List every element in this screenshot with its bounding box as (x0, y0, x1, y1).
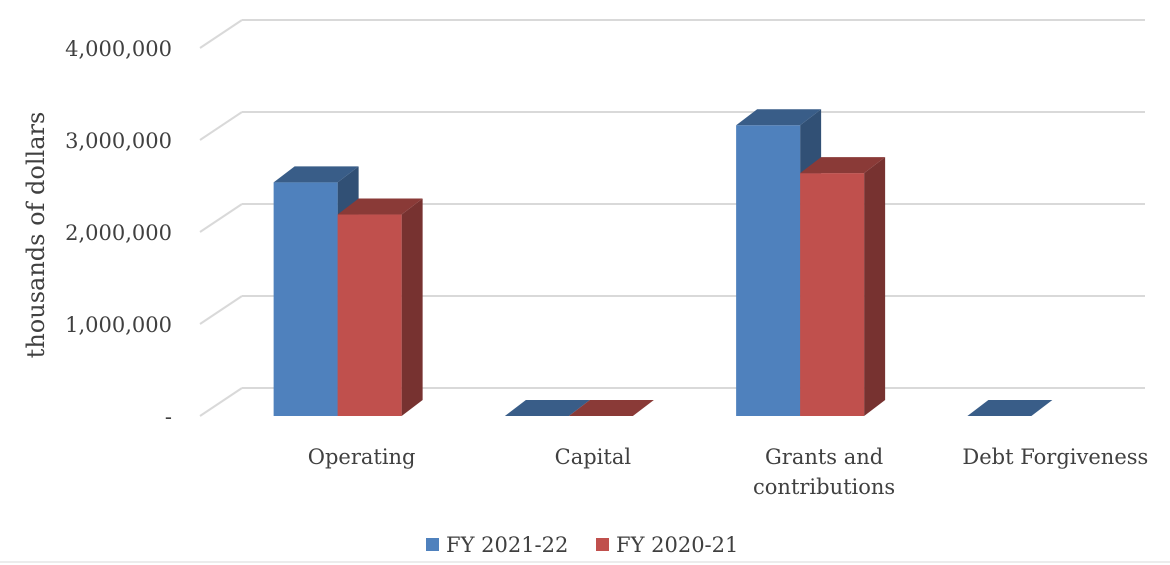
category-label: Capital (555, 445, 632, 469)
gridline-diagonal (199, 111, 243, 141)
bar-top (967, 400, 1053, 416)
bar-top (273, 166, 359, 183)
bar-front (337, 214, 402, 416)
legend-swatch (426, 538, 439, 551)
bars (273, 109, 1053, 416)
bar-fy2021-22-1 (504, 400, 590, 416)
y-axis-ticks: - 1,000,000 2,000,000 3,000,000 4,000,000 (65, 37, 172, 429)
category-label: Grants and contributions (753, 445, 895, 499)
legend-label: FY 2020-21 (616, 533, 738, 557)
gridline-diagonal (199, 203, 243, 233)
bar-side (401, 198, 423, 416)
y-tick-label: 2,000,000 (65, 221, 172, 245)
bar-side (864, 157, 886, 416)
bar-top (800, 157, 886, 174)
gridline-diagonal (199, 387, 243, 417)
legend-item: FY 2020-21 (596, 533, 738, 557)
bar-fy2020-21-0 (337, 198, 423, 416)
y-axis-label: thousands of dollars (22, 112, 50, 359)
bar-fy2020-21-2 (800, 157, 886, 416)
bar-front (273, 182, 338, 416)
x-axis-categories: Operating Capital Grants and contributions D… (308, 445, 1149, 499)
bar-top (568, 400, 654, 416)
category-label: Debt Forgiveness (962, 445, 1148, 469)
y-tick-label: 4,000,000 (65, 37, 172, 61)
legend-item: FY 2021-22 (426, 533, 568, 557)
bar-top (736, 109, 822, 126)
y-tick-label: 3,000,000 (65, 129, 172, 153)
legend: FY 2021-22 FY 2020-21 (426, 533, 738, 557)
gridline-diagonal (199, 295, 243, 325)
y-tick-label: 1,000,000 (65, 313, 172, 337)
y-tick-label: - (165, 405, 172, 429)
gridline-diagonal (199, 19, 243, 49)
bar-front (800, 173, 865, 416)
bar-front (736, 125, 801, 416)
bar-top (337, 198, 423, 215)
legend-label: FY 2021-22 (446, 533, 568, 557)
bar-fy2021-22-3 (967, 400, 1053, 416)
bar-fy2020-21-1 (568, 400, 654, 416)
legend-swatch (596, 538, 609, 551)
category-label: Operating (308, 445, 416, 469)
bar-top (504, 400, 590, 416)
